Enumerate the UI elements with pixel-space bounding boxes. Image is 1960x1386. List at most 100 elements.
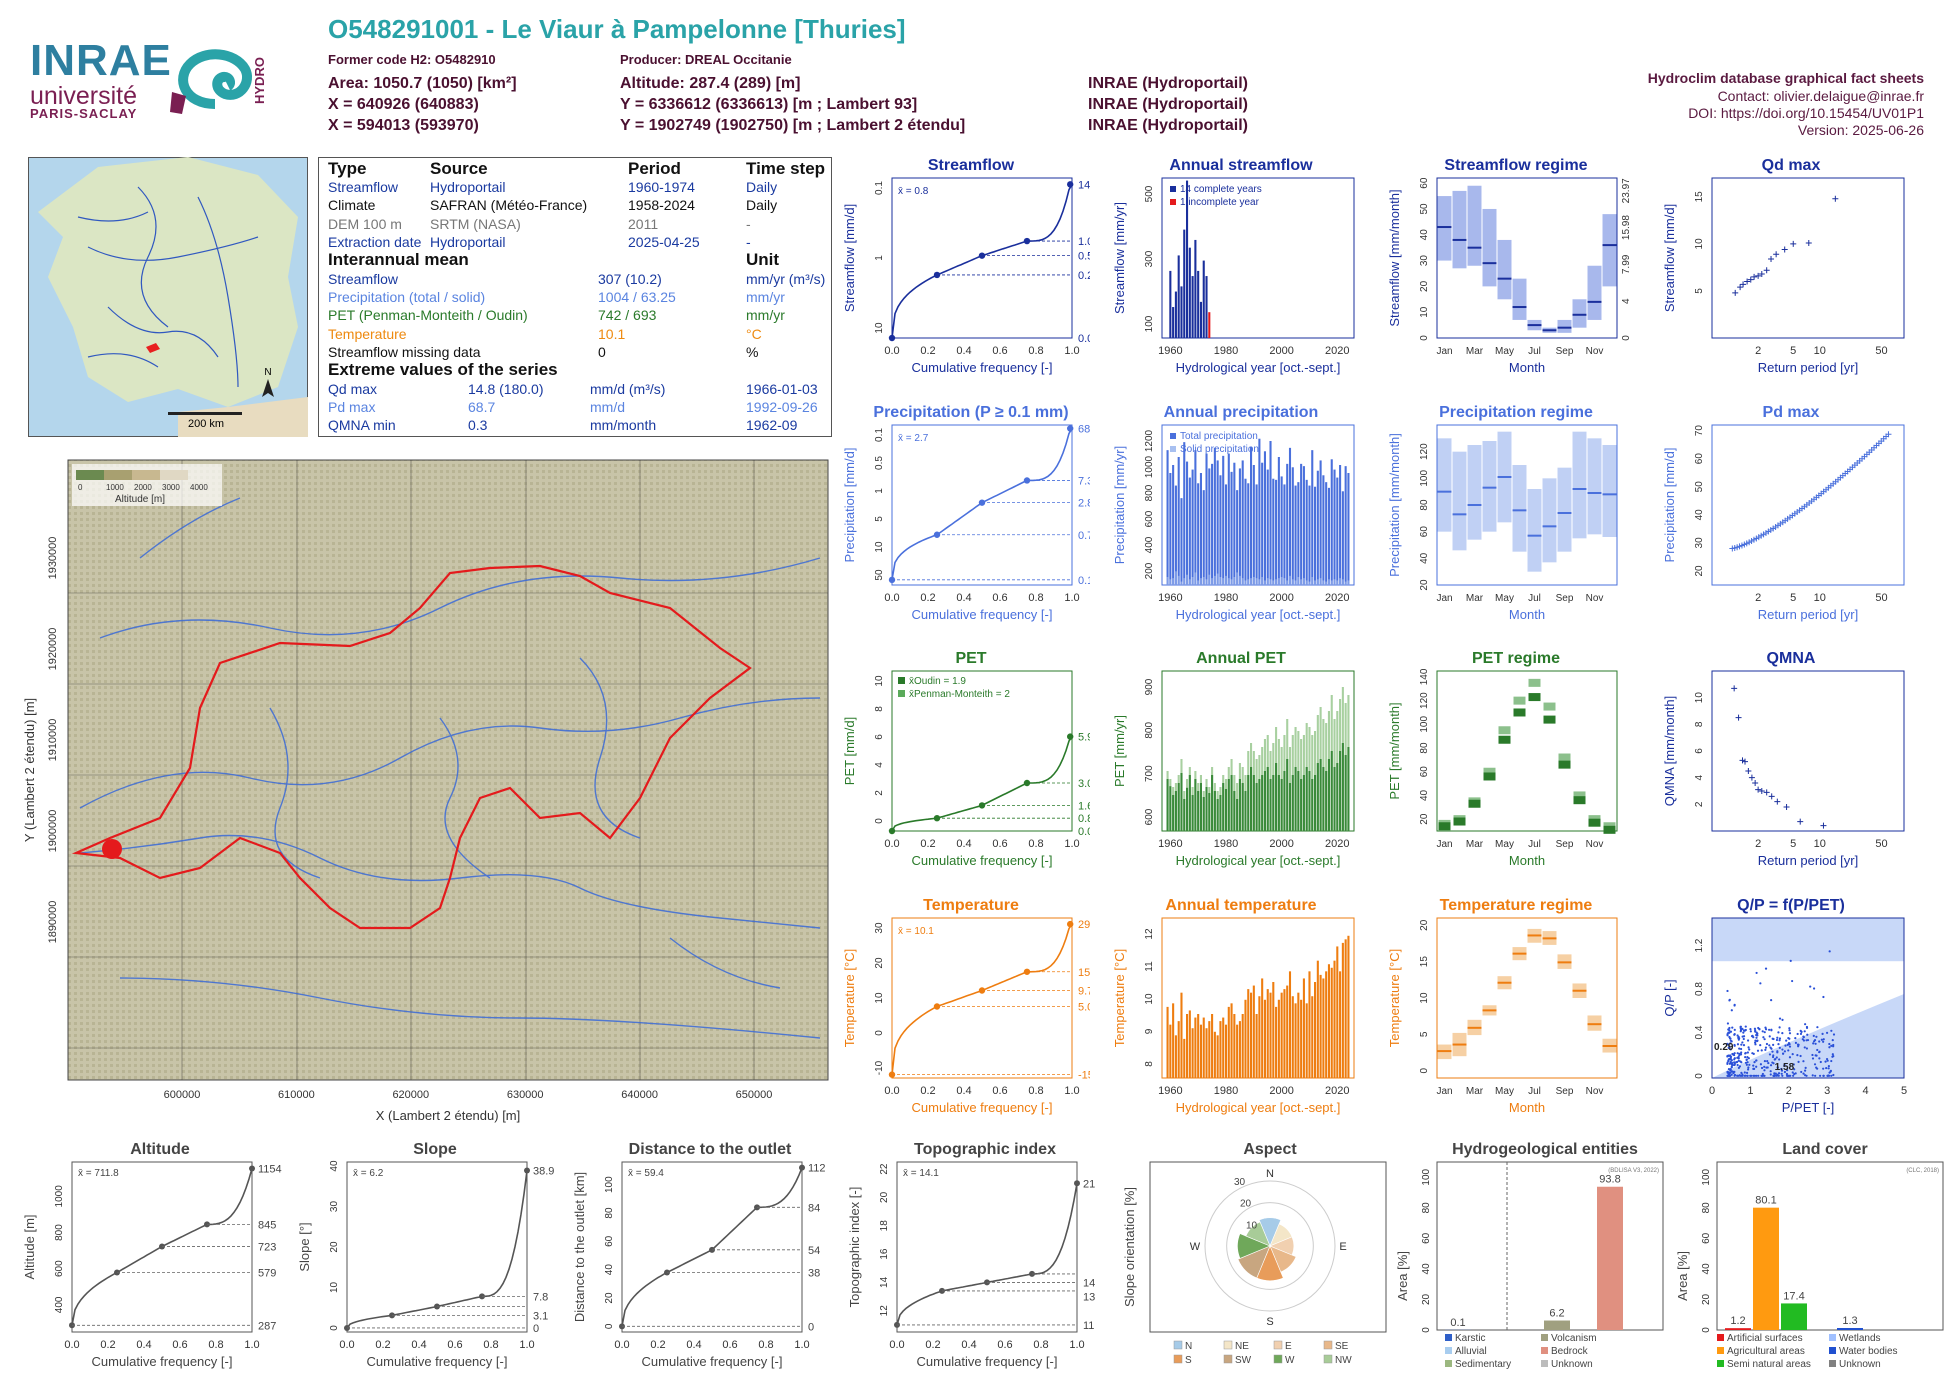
qp-point [1755,1065,1758,1068]
annual-bar-secondary [1330,580,1333,585]
annual-bar [1174,1035,1177,1078]
regime-box [1512,278,1527,320]
annual-bar [1322,978,1325,1078]
hydrogeology-chart: Hydrogeological entities (BDLISA V3, 2022… [1395,1141,1664,1370]
annual-bar-oudin [1191,795,1194,831]
annual-bar [1166,450,1169,585]
x-tick-label: 0.0 [889,1339,904,1351]
annual-bar [1266,989,1269,1078]
extreme-name: Qd max [328,380,378,397]
table-row-cell: SAFRAN (Météo-France) [430,197,588,214]
annual-bar-secondary [1288,575,1292,585]
legend-label: Wetlands [1839,1333,1881,1344]
qp-point [1740,1061,1743,1064]
qp-point [1771,1061,1774,1064]
altitude-legend-title: Altitude [m] [115,494,165,505]
y-axis-label: Precipitation [mm/month] [1387,433,1402,577]
y-tick-label: 10 [874,992,885,1004]
annual-bar-oudin [1344,755,1347,831]
gauging-station[interactable] [102,839,122,859]
annual-bar [1169,1024,1172,1078]
y-tick-label: 40 [1419,789,1430,801]
qp-point [1796,1032,1799,1036]
qp-point [1737,1038,1740,1041]
qp-point [1832,1043,1835,1047]
category-bar [1781,1303,1807,1330]
legend-label: N [1185,1341,1192,1352]
annual-bar-secondary [1277,578,1280,585]
annual-bar [1325,482,1328,585]
qp-point [1746,1051,1749,1054]
annual-bar-oudin [1255,783,1258,831]
qp-point [1786,1069,1789,1072]
annual-bar-oudin [1280,779,1283,831]
x-axis-label: Cumulative frequency [-] [912,853,1053,868]
plot-frame [1711,917,1905,1079]
legend-swatch [1170,446,1176,452]
y-axis-label: Area [%] [1395,1251,1410,1301]
annual-bar-oudin [1180,773,1183,831]
y-tick-label: 80 [604,1207,615,1219]
annual-bar-secondary [1177,575,1180,585]
qp-point [1819,1060,1822,1064]
qp-point [1794,1037,1797,1040]
annual-bar [1344,939,1347,1078]
annual-bar [1197,483,1200,585]
cdf-right-label: 5.9 [1078,732,1090,744]
annual-bar [1280,992,1283,1078]
doi-link[interactable]: DOI: https://doi.org/10.15454/UV01P1 [1688,105,1924,121]
month-label: Jan [1436,1086,1452,1097]
x-axis-label: Month [1509,360,1545,375]
annual-bar [1325,971,1328,1078]
annual-bar-oudin [1166,779,1169,831]
x-tick-label: 0.4 [136,1339,151,1351]
x-axis-label: Cumulative frequency [-] [912,607,1053,622]
qp-point [1788,1029,1791,1032]
legend-label: SE [1335,1341,1349,1352]
x-tick-label: 0.6 [992,592,1007,604]
regime-box-penman [1513,696,1526,705]
y-tick-label: 9 [1144,1028,1155,1034]
qp-point [1746,1061,1749,1064]
qp-point [1832,1055,1835,1058]
annual-bar [1333,960,1336,1078]
y-tick-label: 12 [879,1305,890,1317]
annual-bar [1224,484,1228,585]
annual-bar-secondary [1202,577,1205,585]
y-tick-label: 80 [1419,742,1430,754]
qp-point [1733,1062,1737,1066]
x-axis-label: Return period [yr] [1758,360,1858,375]
qp-point [1802,1035,1805,1038]
qp-point [1788,1032,1792,1035]
y-tick-label: 20 [1421,1293,1432,1305]
extreme-date: 1962-09 [746,417,798,434]
qp-point [1811,1053,1814,1057]
qp-point [1805,1026,1809,1029]
qp-point [1746,1074,1749,1077]
aspect-title: Aspect [1243,1141,1297,1158]
qp-point [1727,1046,1730,1049]
legend-label: NW [1335,1355,1352,1366]
x-tick-label: 0.8 [1033,1339,1048,1351]
land_cover-chart: Land cover (CLC, 2018) 1.2 80.1 17.4 1.3 0 20 40… [1675,1141,1944,1370]
regime-box [1527,489,1542,572]
precip_cdf-title: Precipitation (P ≥ 0.1 mm) [873,404,1068,421]
annual_streamflow-chart: Annual streamflow 1960 1980 2000 2020 100 300 5… [1112,157,1355,375]
legend-label: Water bodies [1839,1346,1898,1357]
qp-point [1796,1043,1800,1046]
qp-point [1788,1027,1791,1030]
page-title: O548291001 - Le Viaur à Pampelonne [Thur… [328,14,906,44]
qp-lower-zone [1712,994,1904,1078]
annual-bar [1174,291,1177,338]
x-tick-label: 1 [1747,1085,1753,1097]
regime-box-oudin [1498,735,1511,744]
annual-bar [1344,466,1347,585]
x-tick-label: 3 [1824,1085,1830,1097]
annual-bar-oudin [1347,747,1350,831]
annual-bar [1333,469,1336,585]
annual-bar [1219,475,1222,585]
qp-point [1770,999,1773,1002]
qp-point [1761,1072,1764,1076]
annual-bar-oudin [1233,791,1236,831]
extreme-name: Pd max [328,399,376,416]
